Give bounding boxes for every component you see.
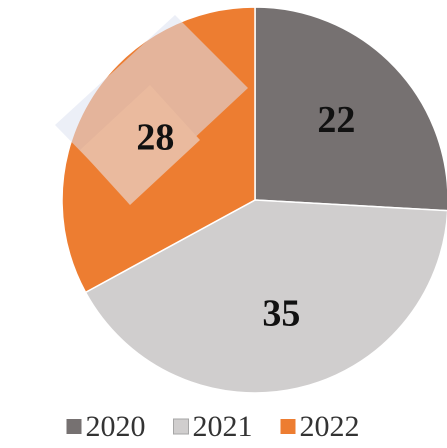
- legend-label-2021: 2021: [193, 410, 253, 443]
- watermark-logo-fold: [80, 85, 200, 205]
- watermark: [55, 15, 248, 205]
- pie-slices: [61, 6, 447, 394]
- data-label-2021: 35: [262, 292, 300, 334]
- pie-slice-2020: [254, 6, 447, 212]
- pie-data-labels: 22 35 28: [136, 99, 355, 335]
- legend: 2020 2021 2022: [66, 410, 360, 443]
- legend-swatch-2022: [280, 419, 296, 434]
- pie-slice-2021: [84, 199, 447, 394]
- legend-label-2022: 2022: [300, 410, 360, 443]
- legend-swatch-2021: [173, 418, 189, 435]
- data-label-2020: 22: [317, 99, 355, 141]
- data-label-2022: 28: [136, 117, 174, 159]
- legend-label-2020: 2020: [86, 410, 146, 443]
- legend-swatch-2020: [66, 419, 82, 434]
